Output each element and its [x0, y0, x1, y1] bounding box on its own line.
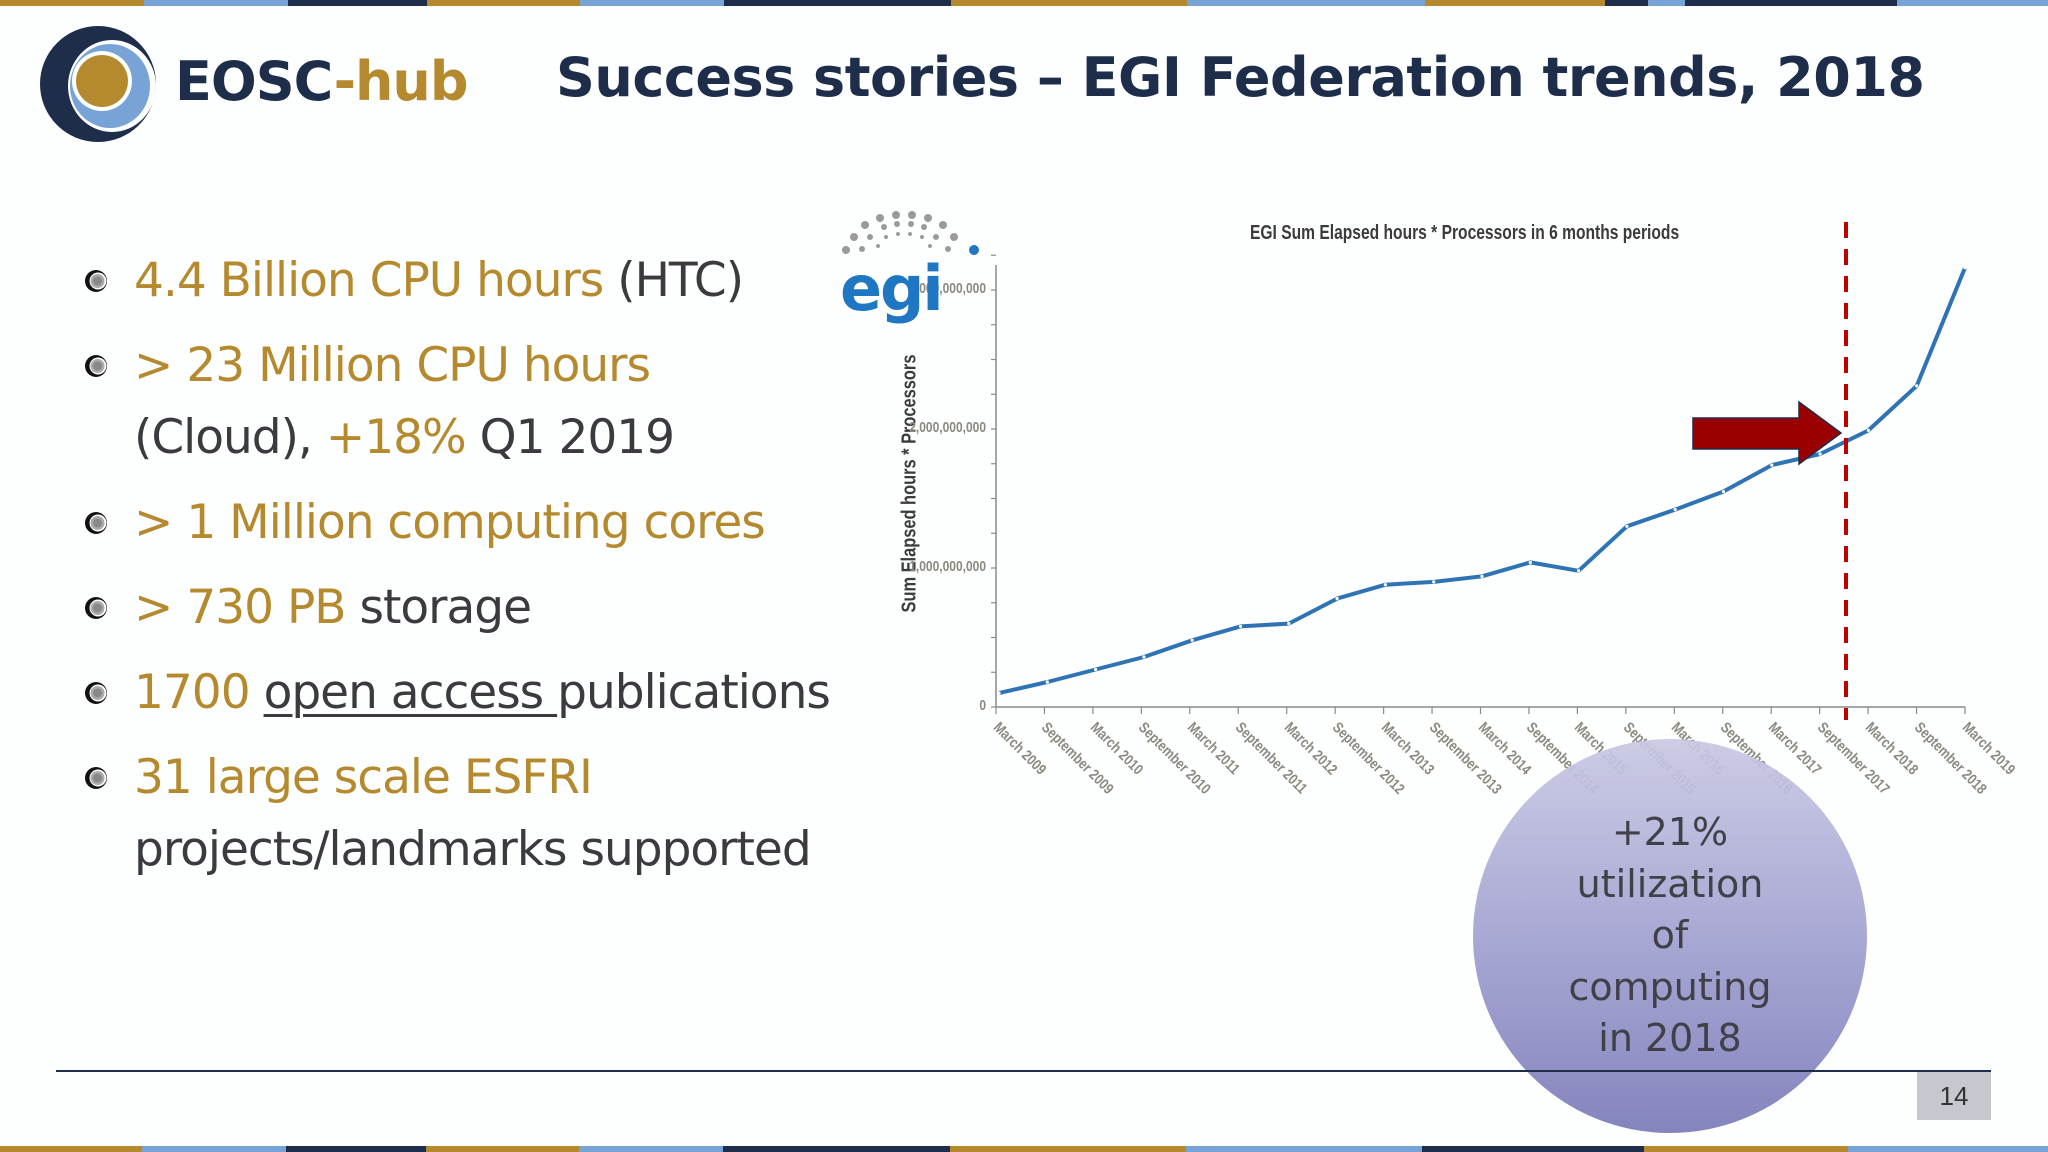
- bullet-text-part: 1700: [134, 665, 264, 720]
- series-line: [998, 267, 1967, 696]
- y-tick-label: 0: [979, 697, 986, 714]
- bullet-text-part: +18%: [325, 410, 467, 465]
- bullet-text-part: projects/landmarks supported: [134, 822, 812, 877]
- bullet-text-part: Q1 2019: [465, 410, 675, 465]
- bullet-text-part: (HTC): [603, 253, 744, 308]
- bullet-ring-icon: [85, 682, 107, 704]
- bullet-text-part: publications: [557, 665, 831, 720]
- slide-title: Success stories – EGI Federation trends,…: [556, 46, 1925, 109]
- y-axis-label: Sum Elapsed hours * Processors: [898, 354, 921, 613]
- callout-text: +21% utilization of computing in 2018: [1473, 807, 1867, 1065]
- bullet-ring-icon: [85, 597, 107, 619]
- bullet-text-part: open access: [263, 665, 558, 720]
- eosc-hub-logo: EOSC-hub: [40, 24, 480, 144]
- line-chart: EGI Sum Elapsed hours * Processors in 6 …: [840, 210, 2048, 830]
- bullet-item: > 23 Million CPU hours (Cloud), +18% Q1 2…: [82, 330, 902, 474]
- y-tick-label: 2,000,000,000: [909, 419, 986, 436]
- egi-logo: egi: [840, 211, 979, 325]
- footer-divider: [56, 1070, 1991, 1072]
- red-arrow-icon: [1692, 400, 1843, 466]
- chart-title: EGI Sum Elapsed hours * Processors in 6 …: [1250, 222, 1680, 244]
- svg-text:egi: egi: [840, 252, 942, 325]
- bullet-item: 31 large scale ESFRI projects/landmarks s…: [82, 742, 902, 886]
- bullet-text-part: > 730 PB: [134, 580, 347, 635]
- bullet-ring-icon: [85, 270, 107, 292]
- bottom-color-stripe: [0, 1146, 2048, 1152]
- y-tick-label: 3,000,000,000: [909, 280, 986, 297]
- bullet-ring-icon: [85, 767, 107, 789]
- callout-line: computing: [1568, 964, 1772, 1009]
- bullet-text-part: (Cloud),: [134, 410, 326, 465]
- bullet-item: 4.4 Billion CPU hours (HTC): [82, 245, 902, 317]
- bullet-item: > 730 PB storage: [82, 572, 902, 644]
- callout-line: of: [1651, 913, 1689, 957]
- bullet-text-part: 31 large scale ESFRI: [134, 750, 593, 805]
- bullet-item: 1700 open access publications: [82, 657, 902, 729]
- bullet-ring-icon: [85, 512, 107, 534]
- eosc-ring-icon: [40, 26, 156, 142]
- top-color-stripe: [0, 0, 2048, 6]
- bullet-text-part: > 23 Million CPU hours: [134, 338, 651, 393]
- bullet-text-part: storage: [345, 580, 533, 635]
- bullet-text-part: > 1 Million computing cores: [134, 495, 766, 550]
- page-number: 14: [1917, 1072, 1991, 1120]
- bullet-ring-icon: [85, 355, 107, 377]
- bullet-list: 4.4 Billion CPU hours (HTC) > 23 Million …: [82, 245, 902, 899]
- callout-line: utilization: [1576, 861, 1764, 906]
- callout-line: in 2018: [1598, 1016, 1742, 1060]
- utilization-callout: +21% utilization of computing in 2018: [1473, 739, 1867, 1133]
- eosc-hub-wordmark: EOSC-hub: [175, 50, 469, 113]
- bullet-item: > 1 Million computing cores: [82, 487, 902, 559]
- bullet-text-part: 4.4 Billion CPU hours: [134, 253, 604, 308]
- y-tick-label: 1,000,000,000: [909, 558, 986, 575]
- callout-line: +21%: [1611, 810, 1729, 854]
